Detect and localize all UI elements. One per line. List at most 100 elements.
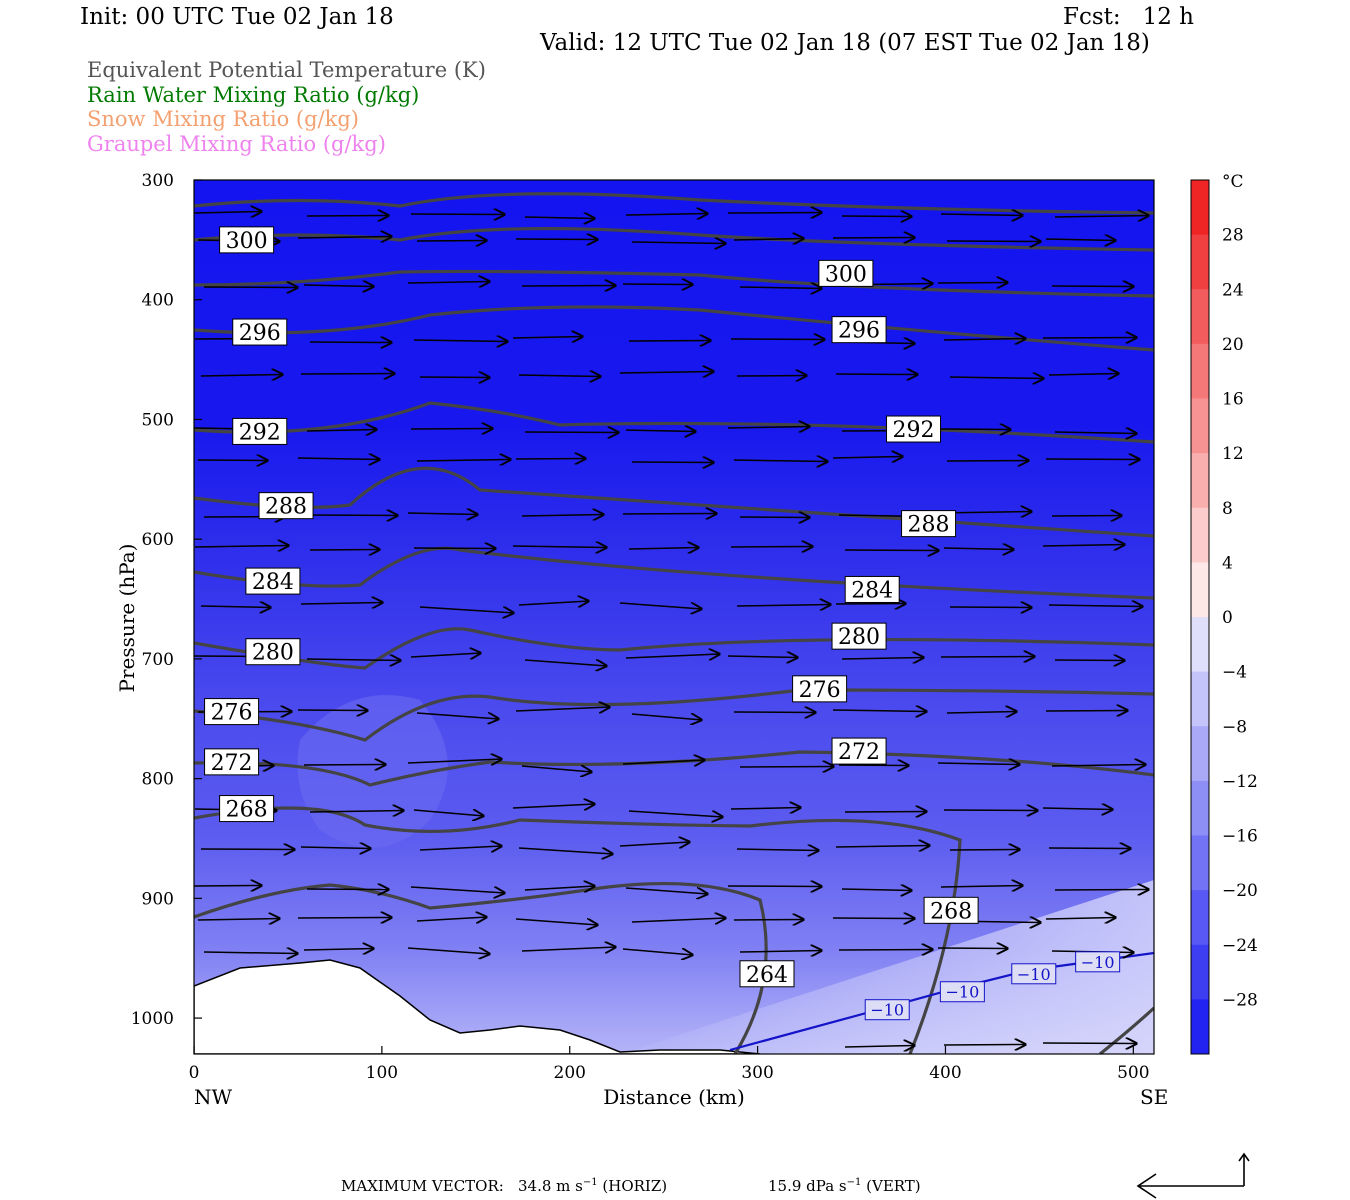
wind-vector xyxy=(416,460,511,462)
legend-snow: Snow Mixing Ratio (g/kg) xyxy=(87,107,359,131)
wind-vector xyxy=(625,654,720,658)
reference-vector-icon xyxy=(1136,1152,1250,1199)
wind-vector xyxy=(309,811,404,813)
svg-text:268: 268 xyxy=(226,798,268,823)
wind-vector xyxy=(306,430,377,432)
wind-vector xyxy=(512,337,583,339)
svg-text:300: 300 xyxy=(226,229,268,254)
colorbar-tick-label: −4 xyxy=(1222,663,1247,683)
wind-vector xyxy=(306,659,401,661)
colorbar-tick-label: 28 xyxy=(1222,226,1244,246)
wind-vector xyxy=(1054,660,1125,661)
wind-vector xyxy=(1042,1043,1137,1044)
theta-e-label: 296 xyxy=(232,318,288,346)
wind-vector xyxy=(940,657,1035,658)
svg-text:264: 264 xyxy=(746,963,788,988)
vert-tag: (VERT) xyxy=(866,1177,921,1195)
wind-vector xyxy=(619,372,714,374)
wind-vector xyxy=(1051,516,1122,517)
wind-vector xyxy=(622,284,693,285)
wind-vector xyxy=(619,603,702,609)
forecast-hour: Fcst: 12 h xyxy=(1063,4,1194,30)
wind-vector xyxy=(524,660,607,666)
wind-vector xyxy=(940,429,1011,430)
wind-vector xyxy=(306,889,389,890)
wind-vector xyxy=(300,847,371,849)
theta-e-label: 284 xyxy=(844,575,900,603)
colorbar-tick-label: −16 xyxy=(1222,827,1258,847)
colorbar: °C 28 24 20 16 12 8 4 0 −4 −8 −12 −16 −20 −24 −28 xyxy=(1190,172,1258,1055)
wind-vector xyxy=(306,216,389,217)
colorbar-swatch xyxy=(1191,617,1209,673)
wind-vector xyxy=(1042,545,1125,547)
theta-e-label: 288 xyxy=(258,492,314,520)
wind-vector xyxy=(943,339,1026,341)
plot-frame xyxy=(193,179,1155,1055)
wind-vector xyxy=(727,427,810,429)
wind-vector xyxy=(937,763,1020,765)
colorbar-swatch xyxy=(1191,234,1209,290)
legend-graupel: Graupel Mixing Ratio (g/kg) xyxy=(87,132,386,156)
wind-vector xyxy=(410,886,505,893)
colorbar-tick-label: −24 xyxy=(1222,936,1258,956)
wind-vector xyxy=(300,374,395,375)
wind-vector xyxy=(835,374,918,375)
svg-text:272: 272 xyxy=(838,740,880,765)
theta-e-contour xyxy=(1099,1006,1154,1054)
colorbar-frame xyxy=(1190,179,1210,1055)
svg-text:276: 276 xyxy=(211,701,253,726)
legend-rain-water: Rain Water Mixing Ratio (g/kg) xyxy=(87,83,420,107)
wind-vector xyxy=(628,548,699,550)
theta-e-label: 292 xyxy=(886,415,942,443)
wind-vector xyxy=(946,241,1041,242)
svg-text:268: 268 xyxy=(930,899,972,924)
wind-vector xyxy=(416,917,487,921)
wind-vector xyxy=(521,766,592,772)
x-tick-label: 300 xyxy=(741,1063,773,1083)
theta-e-contour xyxy=(194,750,1154,787)
wind-vector xyxy=(631,462,714,463)
wind-vector xyxy=(512,804,595,808)
x-axis-left-end: NW xyxy=(194,1085,233,1109)
wind-vector xyxy=(518,847,613,854)
y-tick-label: 300 xyxy=(142,171,174,191)
theta-e-contour xyxy=(194,688,1154,742)
wind-vector xyxy=(297,458,380,460)
wind-vector xyxy=(730,339,825,340)
wind-vector xyxy=(622,514,717,515)
wind-vector xyxy=(518,601,589,605)
wind-vector xyxy=(194,886,262,887)
colorbar-swatch xyxy=(1191,180,1209,236)
colorbar-tick-label: −20 xyxy=(1222,881,1258,901)
svg-text:284: 284 xyxy=(851,578,893,603)
wind-vector xyxy=(631,714,702,720)
contour-labels: 300 300 296 296 292 292 288 288 284 284 280 280 276 2… xyxy=(204,226,1121,1021)
wind-vector xyxy=(946,712,1017,714)
wind-vector xyxy=(410,214,505,215)
colorbar-tick-label: 16 xyxy=(1222,390,1244,410)
wind-vector xyxy=(949,377,1044,379)
wind-vector xyxy=(303,949,374,951)
theta-e-contour xyxy=(194,881,768,1054)
theta-e-label: 272 xyxy=(204,748,260,776)
wind-vector xyxy=(937,283,1008,284)
colorbar-swatch xyxy=(1191,835,1209,891)
svg-text:272: 272 xyxy=(211,751,253,776)
wind-vector xyxy=(841,658,924,660)
wind-vector xyxy=(1048,848,1131,849)
wind-vector xyxy=(1045,239,1116,241)
wind-vector xyxy=(300,603,383,605)
svg-text:288: 288 xyxy=(265,495,307,520)
theta-e-label: 288 xyxy=(901,510,957,538)
wind-vector xyxy=(736,605,831,607)
svg-text:280: 280 xyxy=(838,625,880,650)
colorbar-swatch xyxy=(1191,343,1209,399)
wind-vector xyxy=(1048,374,1119,376)
terrain xyxy=(194,959,761,1054)
wind-vector xyxy=(512,546,607,548)
wind-vector xyxy=(1054,432,1137,434)
wind-vector xyxy=(303,285,374,287)
wind-vector xyxy=(410,429,493,430)
theta-e-label: 300 xyxy=(219,226,275,254)
